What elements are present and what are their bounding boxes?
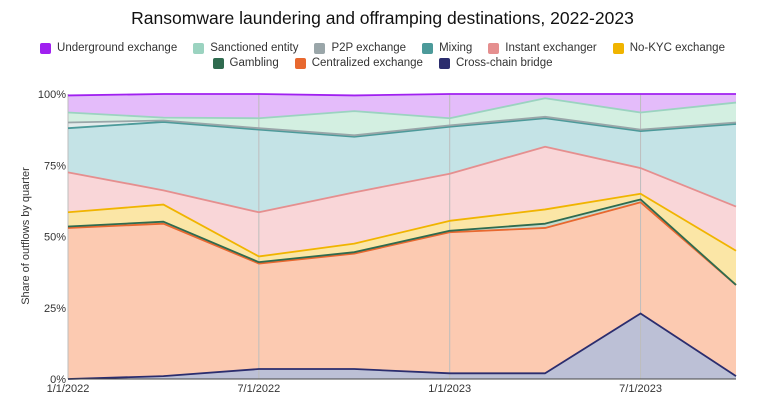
legend-label: No-KYC exchange	[629, 42, 725, 54]
legend-swatch	[422, 42, 434, 54]
legend-swatch	[193, 42, 205, 54]
line-centralized-exchange	[67, 201, 737, 286]
chart-legend: Underground exchange Sanctioned entity P2P…	[12, 42, 753, 69]
line-gambling	[67, 198, 737, 286]
x-tick-label: 1/1/2023	[428, 383, 471, 395]
legend-swatch	[314, 42, 326, 54]
line-mixing	[67, 117, 737, 138]
y-tick-label: 25%	[44, 303, 66, 315]
legend-label: Sanctioned entity	[210, 42, 299, 54]
area-mixing	[68, 118, 736, 213]
legend-item-underground-exchange: Underground exchange	[40, 42, 177, 54]
legend-item-instant-exchanger: Instant exchanger	[488, 42, 597, 54]
area-cross-chain-bridge	[68, 313, 736, 379]
line-p2p-exchange	[67, 115, 737, 137]
legend-item-gambling: Gambling	[212, 57, 279, 69]
y-tick-label: 75%	[44, 160, 66, 172]
chart-title: Ransomware laundering and offramping des…	[131, 8, 634, 28]
y-tick-label: 0%	[50, 374, 66, 386]
area-centralized-exchange	[68, 202, 736, 379]
line-no-kyc-exchange	[67, 192, 737, 258]
legend-swatch	[438, 57, 450, 69]
area-no-kyc-exchange	[68, 193, 736, 285]
legend-item-centralized-exchange: Centralized exchange	[294, 57, 423, 69]
x-tick-label: 7/1/2022	[237, 383, 280, 395]
legend-label: Underground exchange	[57, 42, 178, 54]
line-instant-exchanger	[67, 145, 737, 214]
area-underground-exchange	[68, 94, 736, 119]
legend-label: Instant exchanger	[505, 42, 597, 54]
line-cross-chain-bridge	[67, 312, 737, 380]
legend-label: Gambling	[229, 57, 279, 69]
y-tick-label: 100%	[38, 89, 66, 101]
legend-item-p2p-exchange: P2P exchange	[314, 42, 406, 54]
legend-label: P2P exchange	[331, 42, 407, 54]
legend-swatch	[612, 42, 624, 54]
area-instant-exchanger	[68, 146, 736, 257]
legend-label: Cross-chain bridge	[455, 57, 553, 69]
legend-swatch	[212, 57, 224, 69]
legend-item-cross-chain-bridge: Cross-chain bridge	[438, 57, 553, 69]
line-underground-exchange	[67, 93, 736, 97]
legend-item-no-kyc-exchange: No-KYC exchange	[612, 42, 725, 54]
legend-item-mixing: Mixing	[422, 42, 472, 54]
y-tick-label: 50%	[44, 232, 66, 244]
legend-label: Centralized exchange	[311, 57, 423, 69]
legend-swatch	[294, 57, 306, 69]
x-tick-label: 7/1/2023	[619, 383, 662, 395]
legend-item-sanctioned-entity: Sanctioned entity	[193, 42, 298, 54]
line-sanctioned-entity	[67, 97, 737, 120]
legend-swatch	[40, 42, 52, 54]
legend-label: Mixing	[439, 42, 473, 54]
legend-swatch	[488, 42, 500, 54]
x-tick-label: 1/1/2022	[47, 383, 90, 395]
